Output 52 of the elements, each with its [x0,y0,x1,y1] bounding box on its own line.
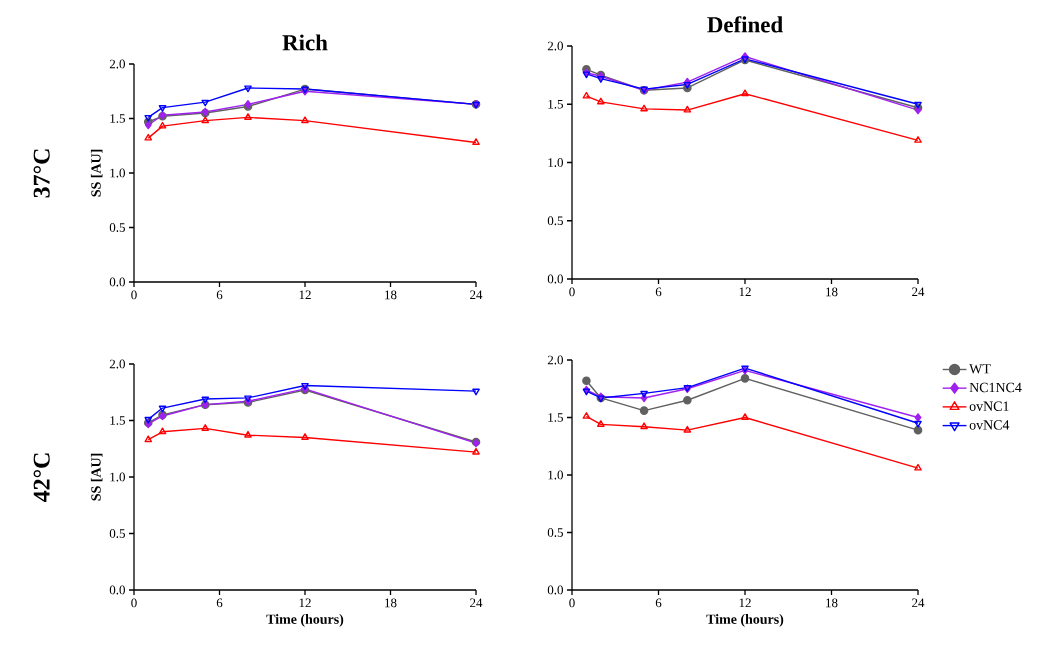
y-tick-label: 1.5 [110,416,125,425]
x-tick-label: 18 [826,287,838,297]
x-tick-label: 18 [385,598,397,608]
legend-label: ovNC4 [969,420,1010,430]
x-tick-label: 6 [216,598,223,608]
y-axis-title: SS [AU] [90,453,103,501]
y-tick-label: 1.5 [548,99,563,109]
y-tick-label: 1.5 [548,413,563,422]
y-tick-label: 0.5 [109,223,125,232]
x-tick-label: 12 [739,598,751,608]
x-tick-label: 0 [569,287,575,297]
x-tick-label: 12 [299,598,311,608]
x-tick-label: 6 [216,290,223,300]
x-tick-label: 18 [826,598,838,608]
y-tick-label: 1.5 [110,114,125,123]
x-tick-label: 12 [299,290,311,300]
x-tick-label: 0 [131,290,137,300]
y-tick-label: 2.0 [547,41,563,51]
text: 37°C [33,149,50,198]
x-tick-label: 6 [655,598,662,608]
legend-label: WT [969,364,991,374]
y-tick-label: 0.0 [109,277,125,287]
y-tick-label: 0.0 [109,585,125,595]
y-tick-label: 0.0 [547,585,563,595]
x-tick-label: 18 [385,290,397,300]
chart-title: Defined [707,16,783,33]
text: 42°C [33,453,50,503]
chart-title: Rich [282,34,328,51]
y-axis-title: SS [AU] [90,149,103,197]
legend-label: NC1NC4 [969,382,1022,393]
y-tick-label: 2.0 [109,359,125,369]
y-tick-label: 1.0 [110,472,125,482]
x-tick-label: 0 [131,598,137,608]
x-tick-label: 24 [470,290,483,300]
x-tick-label: 24 [912,598,925,608]
x-tick-label: 0 [569,598,575,608]
x-tick-label: 24 [470,598,483,608]
y-tick-label: 0.0 [547,274,563,284]
y-tick-label: 1.0 [548,158,563,167]
x-tick-label: 12 [739,287,751,297]
x-tick-label: 24 [912,287,925,297]
legend-label: ovNC1 [969,401,1009,411]
y-tick-label: 0.5 [547,528,563,537]
y-tick-label: 2.0 [109,59,125,69]
y-tick-label: 1.0 [110,168,125,178]
y-tick-label: 1.0 [548,470,563,480]
y-tick-label: 2.0 [547,355,563,365]
x-axis-title: Time (hours) [266,614,344,627]
x-axis-title: Time (hours) [706,614,784,627]
x-tick-label: 6 [655,287,662,297]
y-tick-label: 0.5 [547,216,563,226]
y-tick-label: 0.5 [109,529,125,538]
